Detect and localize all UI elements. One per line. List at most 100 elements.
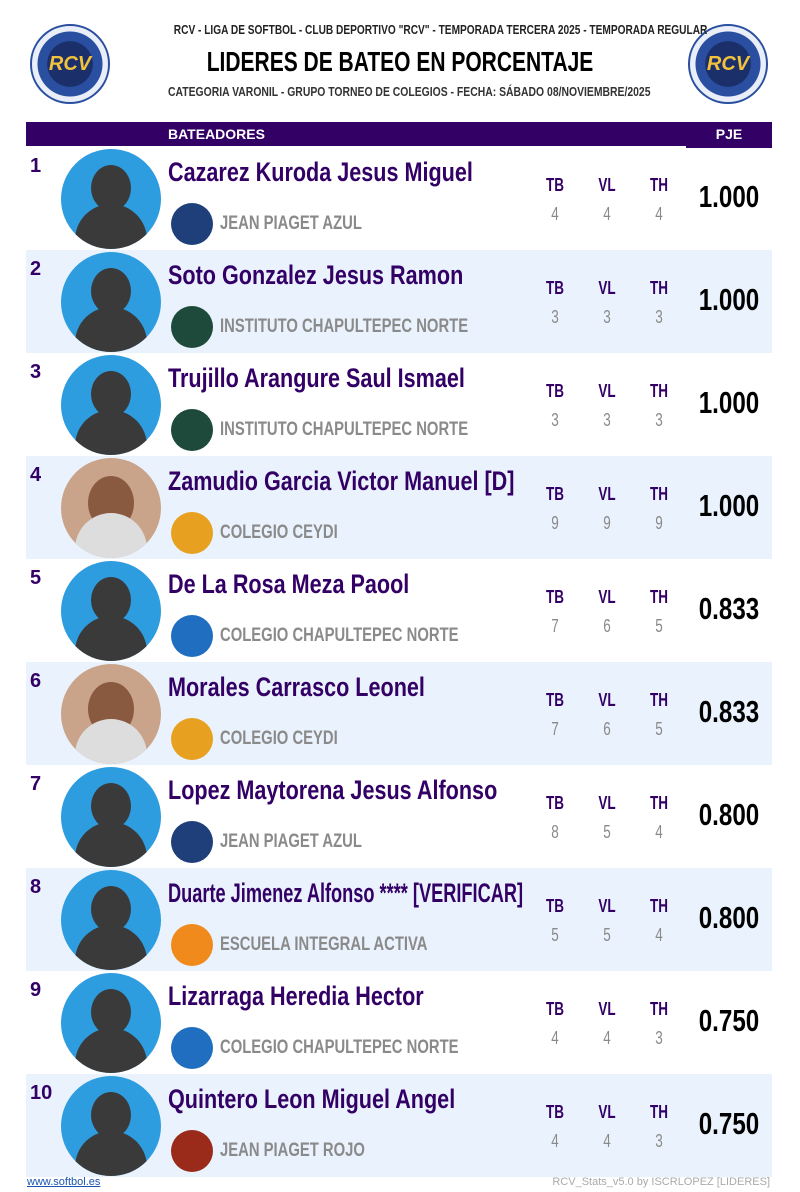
stat-vl: VL 3 <box>587 278 627 328</box>
category-date: CATEGORIA VARONIL - GRUPO TORNEO DE COLE… <box>168 84 651 99</box>
stat-label: TB <box>546 999 564 1019</box>
stat-label: VL <box>598 690 616 710</box>
batting-pct: 1.000 <box>698 488 760 523</box>
stat-label: VL <box>598 175 616 195</box>
stat-label: TB <box>546 690 564 710</box>
stat-vl: VL 4 <box>587 1102 627 1152</box>
stat-th: TH 4 <box>639 793 679 843</box>
batting-pct: 1.000 <box>698 282 760 317</box>
player-avatar <box>61 664 161 764</box>
stat-th: TH 3 <box>639 278 679 328</box>
batting-pct: 0.833 <box>698 591 760 626</box>
stat-value: 4 <box>603 204 611 224</box>
stat-value: 4 <box>655 925 663 945</box>
stat-th: TH 4 <box>639 175 679 225</box>
player-avatar <box>61 561 161 661</box>
stat-value: 3 <box>551 410 559 430</box>
col-batters: BATEADORES <box>168 126 265 142</box>
batting-pct: 0.750 <box>698 1106 760 1141</box>
stat-th: TH 3 <box>639 1102 679 1152</box>
player-name: Cazarez Kuroda Jesus Miguel <box>168 157 473 187</box>
table-row: 4 Zamudio Garcia Victor Manuel [D] COLEG… <box>26 456 772 559</box>
stat-value: 4 <box>551 1131 559 1151</box>
stat-tb: TB 7 <box>535 690 575 740</box>
stat-tb: TB 4 <box>535 1102 575 1152</box>
player-avatar <box>61 870 161 970</box>
rank: 6 <box>30 670 42 692</box>
stat-label: TB <box>546 278 564 298</box>
team-name: COLEGIO CHAPULTEPEC NORTE <box>220 625 459 646</box>
batting-pct: 0.800 <box>698 797 760 832</box>
stat-value: 5 <box>655 616 663 636</box>
team-name: ESCUELA INTEGRAL ACTIVA <box>220 934 428 955</box>
table-row: 2 Soto Gonzalez Jesus Ramon INSTITUTO CH… <box>26 250 772 353</box>
stat-label: TH <box>650 896 668 916</box>
stat-label: TH <box>650 587 668 607</box>
stat-value: 6 <box>603 616 611 636</box>
stat-label: TB <box>546 587 564 607</box>
stat-value: 7 <box>551 719 559 739</box>
rank: 9 <box>30 979 42 1001</box>
team-logo-icon <box>171 615 213 657</box>
stat-value: 3 <box>603 307 611 327</box>
stat-tb: TB 3 <box>535 381 575 431</box>
credit-text: RCV_Stats_v5.0 by ISCRLOPEZ [LIDERES] <box>552 1176 770 1188</box>
stat-vl: VL 4 <box>587 999 627 1049</box>
team-logo-icon <box>171 1130 213 1172</box>
stat-value: 3 <box>655 1131 663 1151</box>
team-logo-icon <box>171 203 213 245</box>
batting-pct: 1.000 <box>698 385 760 420</box>
stat-value: 8 <box>551 822 559 842</box>
stat-label: TB <box>546 484 564 504</box>
stat-th: TH 3 <box>639 999 679 1049</box>
stat-value: 4 <box>551 1028 559 1048</box>
team-name: COLEGIO CHAPULTEPEC NORTE <box>220 1037 459 1058</box>
rank: 5 <box>30 567 42 589</box>
player-avatar <box>61 149 161 249</box>
stat-vl: VL 4 <box>587 175 627 225</box>
batting-pct: 0.750 <box>698 1003 760 1038</box>
stat-value: 3 <box>655 1028 663 1048</box>
table-row: 8 Duarte Jimenez Alfonso **** [VERIFICAR… <box>26 868 772 971</box>
stat-label: TB <box>546 381 564 401</box>
stat-value: 3 <box>551 307 559 327</box>
table-row: 9 Lizarraga Heredia Hector COLEGIO CHAPU… <box>26 971 772 1074</box>
team-logo-icon <box>171 924 213 966</box>
team-name: INSTITUTO CHAPULTEPEC NORTE <box>220 419 469 440</box>
player-name: Zamudio Garcia Victor Manuel [D] <box>168 466 515 496</box>
batting-pct: 1.000 <box>698 179 760 214</box>
stat-th: TH 5 <box>639 587 679 637</box>
stat-label: TH <box>650 999 668 1019</box>
stat-vl: VL 9 <box>587 484 627 534</box>
player-name: Lopez Maytorena Jesus Alfonso <box>168 775 498 805</box>
stat-tb: TB 5 <box>535 896 575 946</box>
stat-value: 4 <box>603 1131 611 1151</box>
stat-value: 4 <box>655 204 663 224</box>
team-name: COLEGIO CEYDI <box>220 522 338 543</box>
stat-th: TH 3 <box>639 381 679 431</box>
stat-tb: TB 4 <box>535 175 575 225</box>
batting-pct: 0.800 <box>698 900 760 935</box>
stat-label: TB <box>546 793 564 813</box>
player-name: Duarte Jimenez Alfonso **** [VERIFICAR] <box>168 878 524 908</box>
batting-pct: 0.833 <box>698 694 760 729</box>
stat-value: 5 <box>655 719 663 739</box>
stat-label: TH <box>650 1102 668 1122</box>
rank: 10 <box>30 1082 53 1104</box>
table-row: 3 Trujillo Arangure Saul Ismael INSTITUT… <box>26 353 772 456</box>
rank: 1 <box>30 155 42 177</box>
league-subtitle: RCV - LIGA DE SOFTBOL - CLUB DEPORTIVO "… <box>173 22 708 37</box>
team-name: JEAN PIAGET AZUL <box>220 213 362 234</box>
player-avatar <box>61 767 161 867</box>
website-link[interactable]: www.softbol.es <box>27 1176 101 1188</box>
stat-value: 5 <box>603 925 611 945</box>
player-avatar <box>61 973 161 1073</box>
stat-th: TH 4 <box>639 896 679 946</box>
stat-value: 4 <box>603 1028 611 1048</box>
table-row: 7 Lopez Maytorena Jesus Alfonso JEAN PIA… <box>26 765 772 868</box>
team-logo-icon <box>171 1027 213 1069</box>
player-name: Trujillo Arangure Saul Ismael <box>168 363 465 393</box>
stat-value: 5 <box>551 925 559 945</box>
stat-label: TB <box>546 1102 564 1122</box>
table-row: 10 Quintero Leon Miguel Angel JEAN PIAGE… <box>26 1074 772 1177</box>
